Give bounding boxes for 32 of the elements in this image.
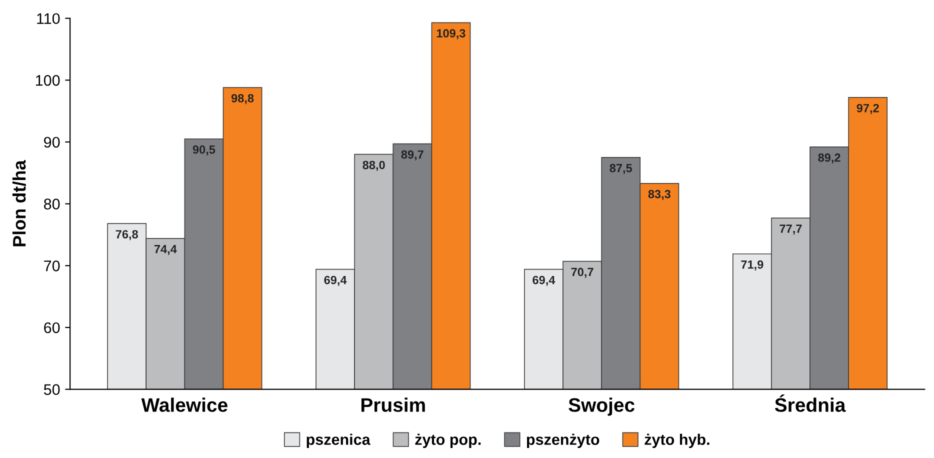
- x-tick-label: Prusim: [361, 398, 425, 412]
- data-label: 69,4: [324, 276, 347, 286]
- data-label: 76,8: [116, 230, 138, 240]
- x-tick-label: Walewice: [141, 398, 228, 412]
- y-tick-label: 80: [44, 198, 60, 210]
- data-label: 89,2: [818, 153, 840, 164]
- y-axis-title: Plon dt/ha: [12, 160, 26, 246]
- y-tick-label: 110: [37, 13, 60, 24]
- data-label: 97,2: [856, 104, 879, 114]
- y-tick-label: 60: [44, 322, 60, 334]
- data-label: 69,4: [532, 276, 556, 286]
- y-tick-label: 100: [36, 75, 60, 86]
- legend-label: pszenżyto: [526, 434, 600, 448]
- data-label: 87,5: [610, 164, 632, 174]
- y-tick-label: 70: [44, 260, 60, 272]
- data-label: 109,3: [436, 29, 466, 40]
- y-tick-label: 90: [44, 136, 60, 148]
- data-label: 98,8: [231, 94, 254, 104]
- y-tick-label: 50: [44, 384, 60, 395]
- data-label: 88,0: [362, 160, 385, 171]
- x-tick-label: Swojec: [568, 398, 635, 416]
- data-label: 89,7: [401, 150, 424, 160]
- data-label: 74,4: [154, 245, 177, 255]
- x-tick-label: Średnia: [774, 394, 846, 412]
- data-label: 70,7: [571, 268, 594, 278]
- data-label: 71,9: [741, 260, 764, 270]
- data-label: 77,7: [780, 224, 802, 235]
- data-label: 90,5: [192, 145, 216, 156]
- legend-label: pszenica: [306, 434, 370, 448]
- legend-label: żyto hyb.: [644, 434, 710, 448]
- data-label: 83,3: [648, 190, 670, 200]
- legend-label: żyto pop.: [415, 434, 481, 448]
